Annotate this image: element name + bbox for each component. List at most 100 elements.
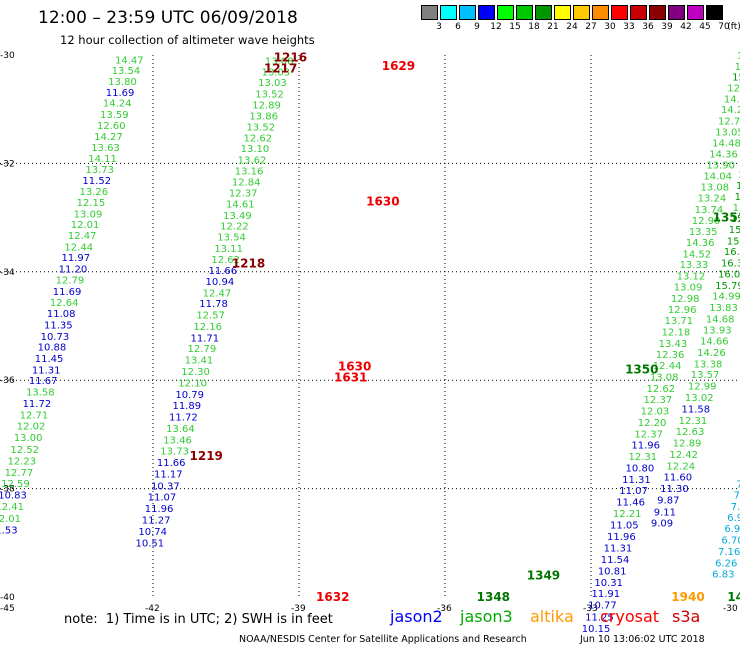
map-title: 12:00 – 23:59 UTC 06/09/2018: [38, 8, 298, 28]
wave-height-value: 10.74: [138, 527, 167, 538]
wave-height-value: 11.91: [591, 589, 620, 600]
wave-height-value: 13.73: [160, 447, 189, 458]
wave-height-value: 11.31: [32, 365, 61, 376]
wave-height-value: 15.62: [731, 214, 740, 225]
wave-height-value: 12.37: [644, 395, 673, 406]
wave-height-value: 12.64: [50, 298, 79, 309]
wave-height-value: 12.63: [676, 427, 705, 438]
wave-height-value: 13.11: [214, 244, 243, 255]
generated-timestamp: Jun 10 13:06:02 UTC 2018: [580, 634, 705, 645]
pass-time-marker: 1630: [366, 194, 399, 208]
lon-tick-label: -36: [437, 604, 452, 614]
wave-height-value: 16.6: [735, 192, 740, 203]
legend-label: 18: [528, 22, 540, 32]
wave-height-value: 13.08: [650, 372, 679, 383]
wave-height-value: 13.93: [703, 325, 732, 336]
wave-height-value: 11.30: [660, 484, 689, 495]
wave-height-value: 15.95: [727, 236, 740, 247]
legend-swatch: [668, 5, 685, 20]
legend-label: 12: [490, 22, 502, 32]
wave-height-value: 10.31: [594, 578, 623, 589]
wave-height-value: 11.53: [0, 525, 18, 536]
pass-time-marker: 1218: [232, 257, 265, 271]
wave-height-value: 11.27: [142, 515, 171, 526]
wave-height-value: 11.96: [607, 532, 636, 543]
wave-height-value: 9.09: [651, 519, 673, 530]
wave-height-value: 14.27: [94, 132, 123, 143]
wave-height-value: 13.03: [258, 78, 287, 89]
legend-label: 36: [642, 22, 654, 32]
wave-height-value: 10.80: [626, 463, 655, 474]
wave-height-value: 11.96: [631, 441, 660, 452]
wave-height-value: 12.47: [203, 288, 232, 299]
wave-height-value: 14.52: [682, 249, 711, 260]
lon-tick-label: -33: [583, 604, 598, 614]
wave-height-value: 12.52: [10, 445, 39, 456]
legend-label: (ft): [727, 22, 740, 32]
wave-height-value: 12.98: [727, 84, 740, 95]
wave-height-value: 13.38: [694, 359, 723, 370]
wave-height-value: 13.09: [674, 282, 703, 293]
wave-height-value: 11.35: [44, 320, 73, 331]
wave-height-value: 11.66: [157, 458, 186, 469]
wave-height-value: 11.60: [664, 473, 693, 484]
wave-height-value: 6.90: [727, 513, 740, 524]
satellite-cryosat-label: cryosat: [600, 607, 660, 626]
wave-height-value: 10.88: [38, 343, 67, 354]
legend-swatch: [611, 5, 628, 20]
wave-height-value: 14.11: [88, 154, 117, 165]
wave-height-value: 12.31: [679, 416, 708, 427]
wave-height-value: 7.09: [734, 491, 740, 502]
wave-height-value: 13.64: [166, 424, 195, 435]
wave-height-value: 14.68: [706, 314, 735, 325]
wave-height-value: 10.83: [0, 491, 27, 502]
wave-height-value: 12.77: [5, 468, 34, 479]
legend-swatch: [592, 5, 609, 20]
wave-height-value: 13.54: [112, 66, 141, 77]
wave-height-value: 14.47: [115, 55, 144, 66]
legend-label: 30: [604, 22, 616, 32]
wave-height-value: 7.15: [737, 480, 740, 491]
satellite-altika-label: altika: [530, 607, 574, 626]
wave-height-value: 15.44: [732, 73, 740, 84]
wave-height-value: 13.02: [685, 393, 714, 404]
lon-tick-label: -39: [291, 604, 306, 614]
pass-time-marker: 1349: [527, 568, 560, 582]
wave-height-value: 12.22: [220, 222, 249, 233]
wave-height-value: 11.31: [622, 475, 651, 486]
wave-height-value: 12.57: [196, 311, 225, 322]
wave-height-value: 14.26: [697, 348, 726, 359]
wave-height-value: 11.25: [585, 613, 614, 624]
wave-height-value: 14.55: [724, 94, 740, 105]
legend-label: 24: [566, 22, 578, 32]
legend-swatch: [459, 5, 476, 20]
wave-height-value: 13.12: [677, 272, 706, 283]
lat-tick-label: -32: [0, 159, 15, 169]
legend-label: 21: [547, 22, 559, 32]
wave-height-value: 13.59: [100, 110, 129, 121]
wave-height-value: 13.52: [246, 123, 275, 134]
wave-height-value: 11.17: [154, 469, 183, 480]
wave-height-value: 12.99: [688, 382, 717, 393]
wave-height-value: 12.31: [628, 452, 657, 463]
wave-height-value: 14.99: [712, 292, 740, 303]
wave-height-value: 6.96: [724, 524, 740, 535]
wave-height-value: 16.03: [718, 269, 740, 280]
wave-height-value: 10.37: [151, 481, 180, 492]
wave-height-value: 13.41: [185, 356, 214, 367]
legend-swatch: [554, 5, 571, 20]
pass-time-marker: 1216: [274, 51, 307, 65]
wave-height-value: 12.90: [692, 216, 721, 227]
wave-height-value: 13.09: [74, 209, 103, 220]
wave-height-value: 12.84: [232, 177, 261, 188]
legend-swatch: [421, 5, 438, 20]
wave-height-value: 11.97: [62, 253, 91, 264]
wave-height-value: 11.58: [682, 404, 711, 415]
satellite-jason2-label: jason2: [390, 607, 443, 626]
wave-height-value: 7.89: [731, 502, 740, 513]
wave-height-value: 13.57: [691, 370, 720, 381]
lat-tick-label: -38: [0, 485, 15, 495]
wave-height-value: 12.74: [718, 117, 740, 128]
wave-height-value: 13.08: [701, 183, 730, 194]
